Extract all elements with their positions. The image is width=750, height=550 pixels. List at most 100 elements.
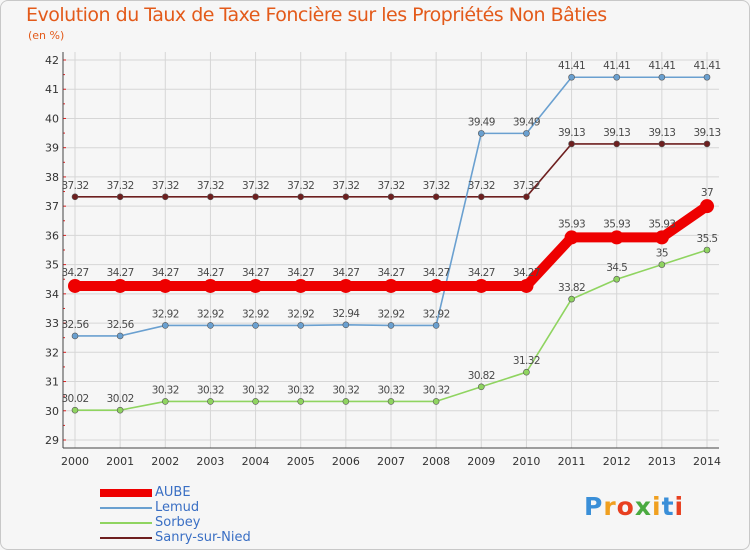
data-point-sanry-sur-nied: [161, 193, 169, 201]
data-point-sorbey: [432, 398, 440, 405]
data-label-lemud: 32.92: [423, 308, 450, 320]
data-point-sorbey: [207, 398, 214, 405]
data-label-sorbey: 30.32: [423, 384, 450, 396]
data-label-lemud: 32.56: [107, 319, 135, 331]
y-tick-label: 31: [45, 376, 59, 389]
data-point-lemud: [207, 322, 214, 329]
data-point-sanry-sur-nied: [477, 193, 485, 201]
data-label-aube: 34.27: [107, 267, 134, 279]
x-tick-label: 2009: [467, 455, 495, 468]
data-point-aube: [248, 278, 263, 293]
data-point-sanry-sur-nied: [71, 193, 79, 201]
data-label-aube: 34.27: [332, 267, 359, 279]
data-point-aube: [700, 199, 714, 214]
data-label-sorbey: 35: [656, 248, 668, 260]
data-label-sanry-sur-nied: 37.32: [332, 180, 359, 192]
data-label-sanry-sur-nied: 37.32: [242, 180, 269, 192]
data-label-sorbey: 30.32: [332, 384, 359, 396]
x-tick-label: 2011: [558, 455, 586, 468]
data-point-aube: [429, 278, 444, 293]
y-tick-label: 33: [45, 317, 59, 330]
legend-label-sorbey: Sorbey: [155, 515, 201, 530]
y-tick-label: 35: [45, 259, 59, 272]
data-point-sanry-sur-nied: [252, 193, 259, 201]
data-label-sanry-sur-nied: 37.32: [152, 180, 179, 192]
data-point-lemud: [342, 321, 350, 329]
y-tick-label: 40: [45, 112, 59, 125]
data-label-sanry-sur-nied: 37.32: [468, 180, 495, 192]
y-tick-label: 37: [45, 200, 59, 213]
proxiti-logo: Proxiti: [584, 492, 684, 521]
data-point-sanry-sur-nied: [658, 140, 666, 148]
data-label-sorbey: 34.5: [606, 262, 627, 274]
data-point-sorbey: [342, 398, 350, 405]
axes: 29 30 31 32 33 34 35 36 37 38 39 40 41 42 2000 2001 2002…: [45, 52, 721, 468]
x-tick-label: 2014: [693, 455, 721, 468]
data-point-aube: [564, 230, 579, 245]
chart-unit-label: (en %): [28, 29, 65, 42]
data-label-aube: 34.27: [61, 267, 88, 279]
data-point-lemud: [252, 322, 259, 329]
data-point-aube: [474, 278, 489, 293]
data-label-sorbey: 30.32: [377, 384, 404, 396]
data-point-sanry-sur-nied: [568, 140, 575, 148]
data-point-lemud: [161, 322, 169, 329]
legend-swatch-aube: [100, 489, 152, 497]
x-tick-label: 2010: [512, 455, 540, 468]
data-label-aube: 34.27: [152, 267, 179, 279]
data-label-sorbey: 31.32: [513, 355, 540, 367]
y-tick-label: 32: [45, 346, 59, 359]
data-point-sorbey: [297, 398, 305, 405]
data-label-lemud: 32.92: [377, 308, 404, 320]
data-point-sorbey: [71, 406, 79, 414]
data-point-sorbey: [477, 383, 485, 391]
line-chart: 29 30 31 32 33 34 35 36 37 38 39 40 41 42 2000 2001 2002…: [45, 52, 721, 468]
data-label-lemud: 41.41: [558, 60, 585, 72]
data-label-lemud: 41.41: [648, 60, 675, 72]
logo-letter: t: [661, 492, 675, 521]
x-tick-label: 2004: [242, 455, 270, 468]
data-label-lemud: 39.49: [513, 116, 540, 128]
data-point-sorbey: [658, 261, 666, 268]
x-tick-label: 2000: [61, 455, 89, 468]
x-tick-label: 2012: [603, 455, 631, 468]
data-label-sanry-sur-nied: 39.13: [603, 127, 630, 139]
x-tick-label: 2007: [377, 455, 405, 468]
logo-letter: i: [674, 492, 685, 521]
data-label-aube: 37: [701, 187, 713, 199]
data-label-sorbey: 33.82: [558, 282, 585, 294]
data-label-lemud: 32.92: [197, 308, 224, 320]
data-label-aube: 35.93: [648, 218, 675, 230]
data-label-aube: 35.93: [558, 218, 585, 230]
x-tick-label: 2013: [648, 455, 676, 468]
data-point-sanry-sur-nied: [387, 193, 395, 201]
data-point-sanry-sur-nied: [342, 193, 350, 201]
data-label-sorbey: 30.32: [152, 384, 179, 396]
data-label-aube: 35.93: [603, 218, 630, 230]
data-point-lemud: [477, 130, 485, 137]
data-point-lemud: [703, 73, 711, 81]
x-tick-label: 2008: [422, 455, 450, 468]
x-tick-label: 2006: [332, 455, 360, 468]
data-label-lemud: 41.41: [603, 60, 630, 72]
y-tick-label: 41: [45, 83, 59, 96]
data-point-aube: [68, 278, 82, 293]
data-point-sorbey: [252, 398, 259, 405]
data-label-lemud: 32.92: [287, 308, 314, 320]
data-point-aube: [609, 230, 624, 245]
data-point-lemud: [71, 332, 79, 340]
data-label-sorbey: 30.32: [242, 384, 269, 396]
data-label-sanry-sur-nied: 39.13: [693, 127, 720, 139]
data-point-lemud: [297, 322, 305, 329]
data-point-sorbey: [613, 275, 621, 283]
data-label-sorbey: 30.02: [107, 393, 134, 405]
y-tick-label: 38: [45, 171, 59, 184]
data-label-sorbey: 30.32: [197, 384, 224, 396]
data-point-sanry-sur-nied: [703, 140, 711, 148]
data-point-lemud: [568, 73, 575, 81]
data-point-aube: [519, 278, 534, 293]
legend-label-lemud: Lemud: [155, 500, 200, 515]
data-label-lemud: 32.56: [61, 319, 89, 331]
x-tick-label: 2005: [287, 455, 315, 468]
legend-swatch-lemud: [100, 507, 152, 509]
